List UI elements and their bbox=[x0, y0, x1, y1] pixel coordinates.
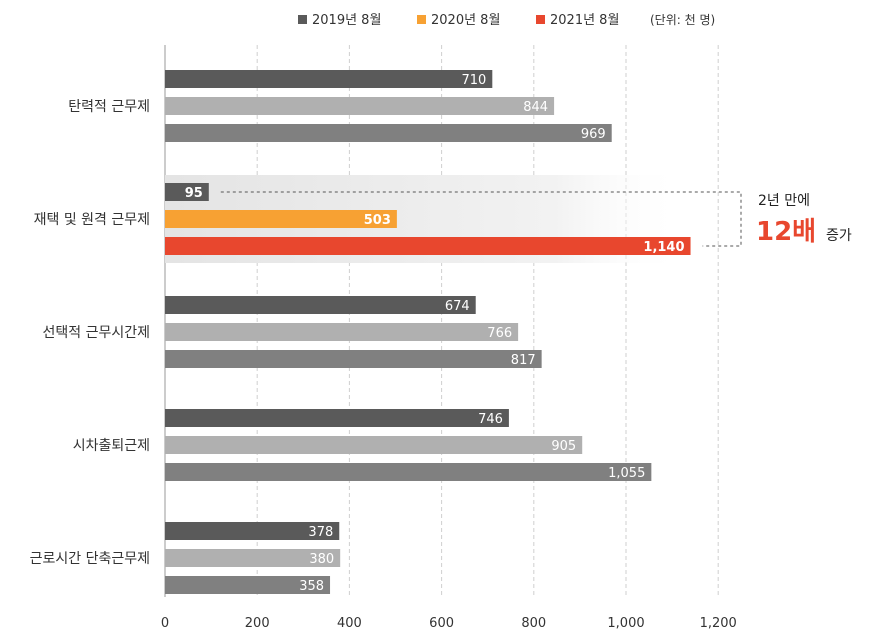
bar bbox=[165, 323, 519, 341]
x-tick-label: 1,000 bbox=[607, 616, 644, 631]
x-axis-ticks: 0 200 400 600 800 1,000 1,200 bbox=[161, 616, 737, 631]
bar-value-label: 503 bbox=[364, 213, 391, 228]
unit-note: (단위: 천 명) bbox=[650, 12, 715, 27]
bar bbox=[165, 296, 476, 314]
category-label: 재택 및 원격 근무제 bbox=[34, 212, 150, 228]
annotation: 2년 만에 12배 증가 bbox=[220, 191, 852, 247]
bar bbox=[165, 97, 555, 115]
annotation-bracket bbox=[220, 191, 742, 247]
category-label: 근로시간 단축근무제 bbox=[30, 551, 150, 567]
bar-value-label: 95 bbox=[185, 186, 203, 201]
bar-value-label: 378 bbox=[308, 525, 333, 540]
x-tick-label: 600 bbox=[429, 616, 454, 631]
bar bbox=[165, 70, 493, 88]
annotation-big: 12배 bbox=[756, 217, 816, 247]
category-label: 선택적 근무시간제 bbox=[43, 325, 151, 341]
bar-value-label: 969 bbox=[581, 127, 606, 142]
legend-label-2020: 2020년 8월 bbox=[431, 13, 500, 28]
annotation-suffix: 증가 bbox=[826, 228, 852, 244]
bar-value-label: 844 bbox=[523, 100, 548, 115]
x-tick-label: 400 bbox=[337, 616, 362, 631]
bar-value-label: 817 bbox=[511, 353, 536, 368]
bar bbox=[165, 463, 652, 481]
bar bbox=[165, 210, 397, 228]
legend-swatch-2020 bbox=[417, 15, 426, 24]
bar bbox=[165, 436, 583, 454]
legend-label-2021: 2021년 8월 bbox=[550, 13, 619, 28]
bar-value-label: 766 bbox=[487, 326, 512, 341]
category-label: 탄력적 근무제 bbox=[68, 99, 150, 115]
bar-value-label: 1,055 bbox=[608, 466, 645, 481]
x-tick-label: 800 bbox=[521, 616, 546, 631]
bar bbox=[165, 350, 542, 368]
bar-value-label: 1,140 bbox=[643, 240, 684, 255]
bar bbox=[165, 183, 209, 201]
bar bbox=[165, 576, 331, 594]
legend-label-2019: 2019년 8월 bbox=[312, 13, 381, 28]
bar-value-label: 746 bbox=[478, 412, 503, 427]
x-tick-label: 1,200 bbox=[700, 616, 737, 631]
bar-value-label: 674 bbox=[445, 299, 470, 314]
x-tick-label: 200 bbox=[245, 616, 270, 631]
bar-value-label: 905 bbox=[551, 439, 576, 454]
bar bbox=[165, 124, 612, 142]
bars: 710 844 969 95 503 1,140 674 766 817 746 905 1,055 3… bbox=[165, 70, 691, 594]
category-label: 시차출퇴근제 bbox=[73, 438, 150, 454]
bar bbox=[165, 549, 341, 567]
bar bbox=[165, 409, 509, 427]
legend-swatch-2021 bbox=[536, 15, 545, 24]
bar-value-label: 710 bbox=[461, 73, 486, 88]
bar-value-label: 380 bbox=[309, 552, 334, 567]
bar-value-label: 358 bbox=[299, 579, 324, 594]
bar bbox=[165, 522, 340, 540]
annotation-line1: 2년 만에 bbox=[758, 193, 810, 209]
x-tick-label: 0 bbox=[161, 616, 169, 631]
bar bbox=[165, 237, 691, 255]
legend: 2019년 8월 2020년 8월 2021년 8월 (단위: 천 명) bbox=[298, 12, 715, 28]
legend-swatch-2019 bbox=[298, 15, 307, 24]
